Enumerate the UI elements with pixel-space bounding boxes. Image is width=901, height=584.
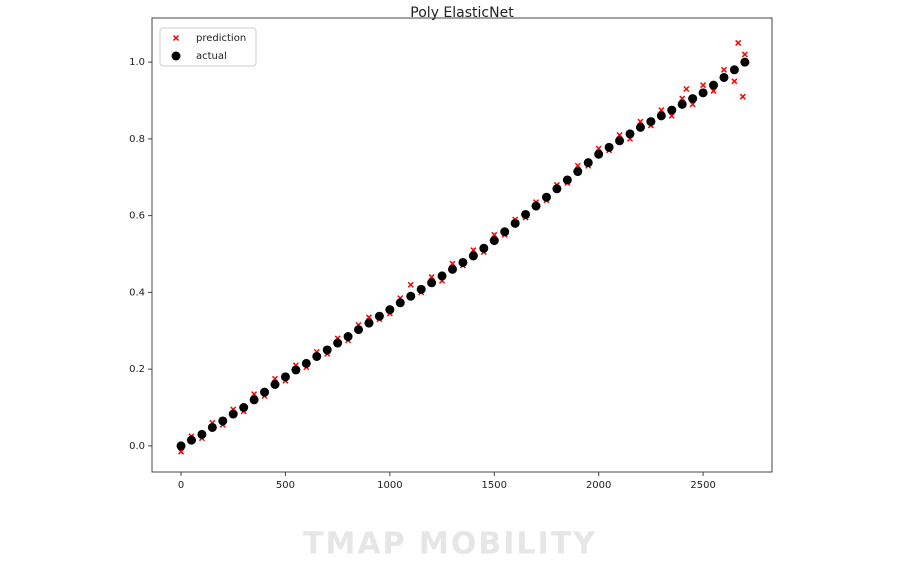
actual-point xyxy=(427,278,437,288)
actual-point xyxy=(521,209,531,219)
actual-point xyxy=(688,94,698,104)
actual-point xyxy=(197,429,207,439)
actual-point xyxy=(343,332,353,342)
prediction-point xyxy=(739,93,746,100)
actual-point xyxy=(500,227,510,237)
x-tick-label: 2500 xyxy=(690,480,715,491)
legend-box xyxy=(159,27,257,67)
y-tick-label: 0.6 xyxy=(129,211,145,222)
actual-point xyxy=(698,88,708,98)
actual-point xyxy=(374,311,384,321)
y-tick-label: 1.0 xyxy=(129,57,145,68)
actual-point xyxy=(709,80,719,90)
actual-point xyxy=(322,345,332,355)
prediction-point xyxy=(731,78,738,85)
actual-point xyxy=(656,111,666,121)
watermark: TMAP MOBILITY xyxy=(303,527,597,562)
x-tick-label: 0 xyxy=(178,480,184,491)
y-tick-label: 0.0 xyxy=(129,441,145,452)
actual-point xyxy=(541,192,551,202)
actual-point xyxy=(729,65,739,75)
actual-point xyxy=(385,305,395,315)
actual-point xyxy=(291,365,301,375)
actual-point xyxy=(677,99,687,109)
actual-point xyxy=(719,72,729,82)
prediction-point xyxy=(741,51,748,58)
plot-area xyxy=(151,17,773,473)
actual-point xyxy=(615,136,625,146)
x-tick-label: 1000 xyxy=(377,480,402,491)
actual-point xyxy=(573,167,583,177)
legend-label: actual xyxy=(196,51,227,62)
actual-point xyxy=(562,175,572,185)
y-tick-label: 0.8 xyxy=(129,134,145,145)
actual-point xyxy=(740,57,750,67)
prediction-point xyxy=(683,85,690,93)
actual-point xyxy=(280,372,290,382)
actual-point xyxy=(458,257,468,267)
actual-point xyxy=(239,403,249,413)
actual-point xyxy=(364,318,374,328)
actual-point xyxy=(552,184,562,194)
actual-point xyxy=(667,105,677,115)
x-tick-label: 2000 xyxy=(586,480,611,491)
legend-label: prediction xyxy=(196,33,246,44)
actual-point xyxy=(218,416,228,426)
y-tick-label: 0.4 xyxy=(129,287,145,298)
actual-point xyxy=(594,149,604,159)
actual-point xyxy=(228,409,238,419)
actual-point xyxy=(583,158,593,168)
legend-marker xyxy=(172,34,180,42)
actual-point xyxy=(270,380,280,390)
actual-point xyxy=(437,271,447,281)
actual-point xyxy=(635,122,645,132)
actual-point xyxy=(186,435,196,445)
prediction-point xyxy=(720,66,728,73)
chart-title: Poly ElasticNet xyxy=(410,5,514,21)
x-tick-label: 500 xyxy=(276,480,295,491)
actual-point xyxy=(510,218,520,228)
legend-marker xyxy=(171,51,181,61)
actual-point xyxy=(468,251,478,261)
actual-point xyxy=(312,351,322,361)
actual-point xyxy=(604,142,614,152)
x-tick-label: 1500 xyxy=(482,480,507,491)
actual-point xyxy=(531,201,541,211)
actual-point xyxy=(176,441,186,451)
prediction-point xyxy=(407,281,414,288)
actual-point xyxy=(260,387,270,397)
prediction-point xyxy=(700,82,707,89)
actual-point xyxy=(489,236,499,246)
actual-point xyxy=(447,264,457,274)
y-tick-label: 0.2 xyxy=(129,364,145,375)
actual-point xyxy=(406,291,416,301)
actual-point xyxy=(301,358,311,368)
actual-point xyxy=(646,117,656,127)
actual-point xyxy=(395,298,405,308)
actual-point xyxy=(207,422,217,432)
actual-point xyxy=(416,284,426,294)
actual-point xyxy=(354,325,364,335)
actual-point xyxy=(625,129,635,139)
actual-point xyxy=(333,338,343,348)
actual-point xyxy=(249,395,259,405)
actual-point xyxy=(479,243,489,253)
prediction-point xyxy=(735,39,742,46)
